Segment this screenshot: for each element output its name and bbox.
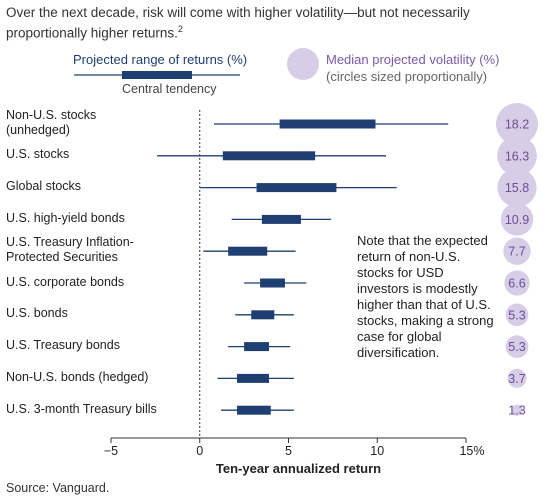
category-label-line: U.S. corporate bonds — [6, 274, 125, 289]
category-label: Global stocks — [6, 179, 81, 194]
volatility-circle — [511, 404, 523, 416]
volatility-circle — [503, 237, 531, 265]
central-tendency-bar — [237, 405, 271, 415]
volatility-circle — [497, 135, 537, 176]
footnote-mark: 2 — [177, 24, 183, 34]
subtitle-text: Over the next decade, risk will come wit… — [6, 5, 470, 41]
category-label: Non-U.S. bonds (hedged) — [6, 370, 148, 385]
central-tendency-bar — [237, 373, 269, 383]
category-label: U.S. bonds — [6, 306, 68, 321]
volatility-label: 6.6 — [508, 277, 525, 291]
legend-range-glyph — [74, 71, 240, 79]
category-label-line: U.S. high-yield bonds — [6, 210, 125, 225]
category-label-line: U.S. bonds — [6, 306, 68, 321]
category-label: U.S. Treasury Inflation- Protected Securi… — [6, 235, 134, 265]
central-tendency-bar — [251, 310, 275, 320]
volatility-label: 18.2 — [505, 118, 529, 132]
category-label: U.S. stocks — [6, 147, 69, 162]
volatility-label: 5.3 — [508, 308, 525, 322]
category-label: U.S. corporate bonds — [6, 275, 124, 290]
category-label-line: U.S. stocks — [6, 147, 70, 162]
x-tick-label: 10 — [370, 444, 384, 458]
source-note: Source: Vanguard. — [6, 481, 110, 495]
legend-central-label: Central tendency — [122, 82, 217, 96]
volatility-circle — [505, 303, 529, 327]
annotation-note: Note that the expected return of non-U.S… — [357, 233, 494, 360]
volatility-label: 15.8 — [505, 181, 529, 195]
volatility-circle — [500, 203, 534, 236]
volatility-label: 5.3 — [508, 340, 525, 354]
central-tendency-bar — [256, 183, 337, 193]
category-label: U.S. high-yield bonds — [6, 211, 125, 226]
category-label-line: Global stocks — [6, 179, 82, 194]
chart-subtitle: Over the next decade, risk will come wit… — [6, 4, 526, 42]
category-label-line: Non-U.S. stocks — [6, 108, 97, 122]
x-tick-label: −5 — [104, 444, 118, 458]
legend-volatility-sub: (circles sized proportionally) — [326, 69, 488, 84]
legend-range-label: Projected range of returns (%) — [73, 52, 248, 67]
volatility-circle — [497, 168, 537, 208]
central-tendency-bar — [261, 214, 301, 224]
x-tick-label: 5 — [285, 444, 292, 458]
central-tendency-bar — [244, 342, 269, 352]
category-label-line: U.S. Treasury Inflation- — [6, 235, 134, 250]
volatility-circle — [496, 103, 538, 145]
legend-volatility-circle — [287, 48, 319, 80]
category-label-line: U.S. Treasury bonds — [6, 338, 120, 353]
x-tick-label: 15% — [459, 444, 484, 458]
category-label-line: U.S. 3-month Treasury bills — [6, 401, 157, 416]
volatility-label: 10.9 — [505, 213, 529, 227]
category-label-line: Protected Securities — [6, 250, 118, 265]
volatility-label: 1.3 — [508, 404, 525, 418]
category-label-line: (unhedged) — [6, 123, 70, 137]
volatility-circle — [505, 335, 529, 358]
central-tendency-bar — [222, 151, 316, 161]
category-label: U.S. 3-month Treasury bills — [6, 402, 157, 417]
category-label-line: Non-U.S. bonds (hedged) — [6, 369, 149, 384]
central-tendency-bar — [260, 278, 285, 288]
central-tendency-bar — [228, 246, 268, 256]
volatility-circle — [504, 270, 530, 296]
legend-volatility-label: Median projected volatility (%) — [326, 52, 500, 67]
central-tendency-bar — [279, 119, 376, 129]
legend-volatility: Median projected volatility (%) (circles… — [326, 51, 499, 85]
x-tick-label: 0 — [196, 444, 203, 458]
x-axis-label: Ten-year annualized return — [216, 461, 381, 476]
volatility-label: 7.7 — [508, 245, 525, 259]
category-label: Non-U.S. stocks (unhedged) — [6, 108, 96, 138]
volatility-label: 3.7 — [508, 372, 525, 386]
volatility-circle — [507, 368, 527, 388]
category-label: U.S. Treasury bonds — [6, 338, 120, 353]
volatility-label: 16.3 — [505, 149, 529, 163]
